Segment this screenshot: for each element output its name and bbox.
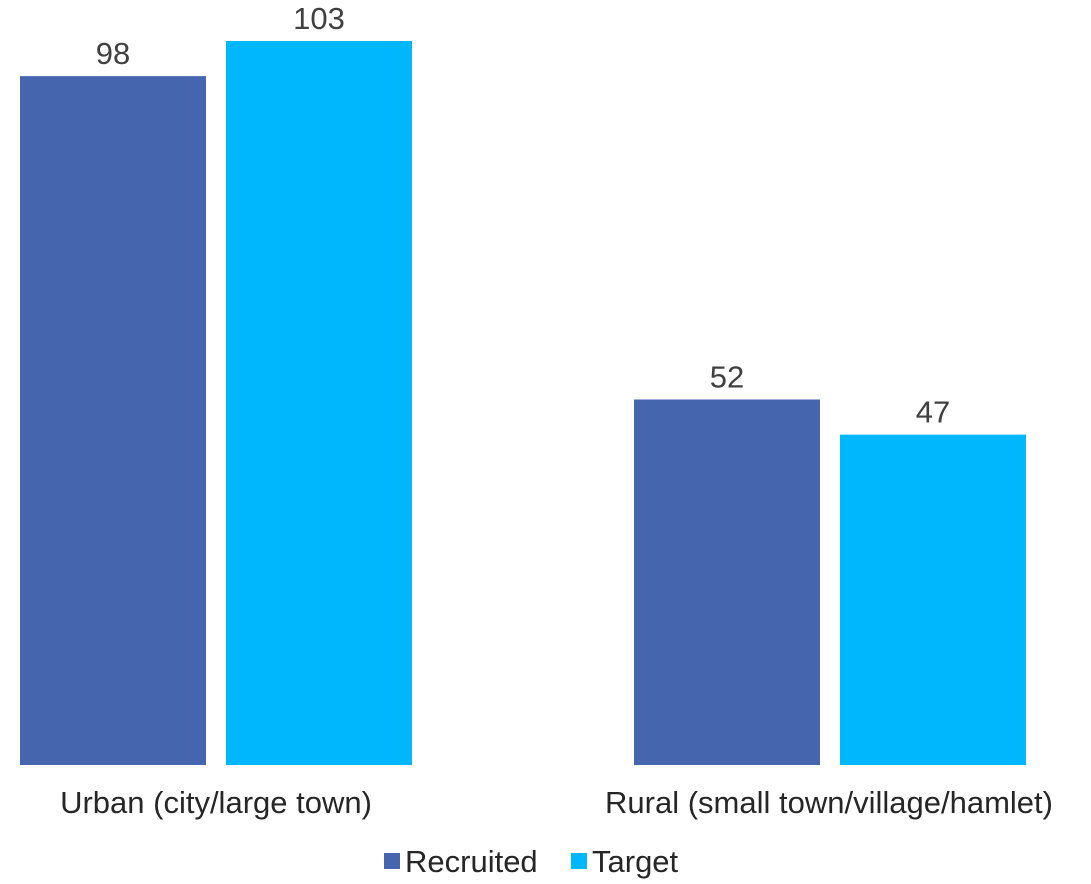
bar-target-1 (840, 434, 1026, 765)
legend-label-target: Target (592, 844, 679, 879)
bar-target-0 (226, 41, 412, 765)
legend-label-recruited: Recruited (405, 844, 538, 879)
category-label-urban: Urban (city/large town) (60, 785, 372, 820)
legend: Recruited Target (384, 844, 679, 879)
value-label-recruited-0: 98 (96, 36, 130, 71)
bars-layer (20, 41, 1026, 765)
value-label-target-1: 47 (916, 395, 950, 430)
category-label-rural: Rural (small town/village/hamlet) (605, 785, 1053, 820)
bar-recruited-1 (634, 399, 820, 765)
bar-recruited-0 (20, 76, 206, 765)
category-labels-layer: Urban (city/large town) Rural (small tow… (60, 785, 1053, 820)
legend-swatch-target (571, 853, 587, 869)
value-label-recruited-1: 52 (710, 359, 744, 394)
legend-swatch-recruited (384, 853, 400, 869)
value-labels-layer: 98 103 52 47 (96, 1, 950, 430)
value-label-target-0: 103 (293, 1, 345, 36)
